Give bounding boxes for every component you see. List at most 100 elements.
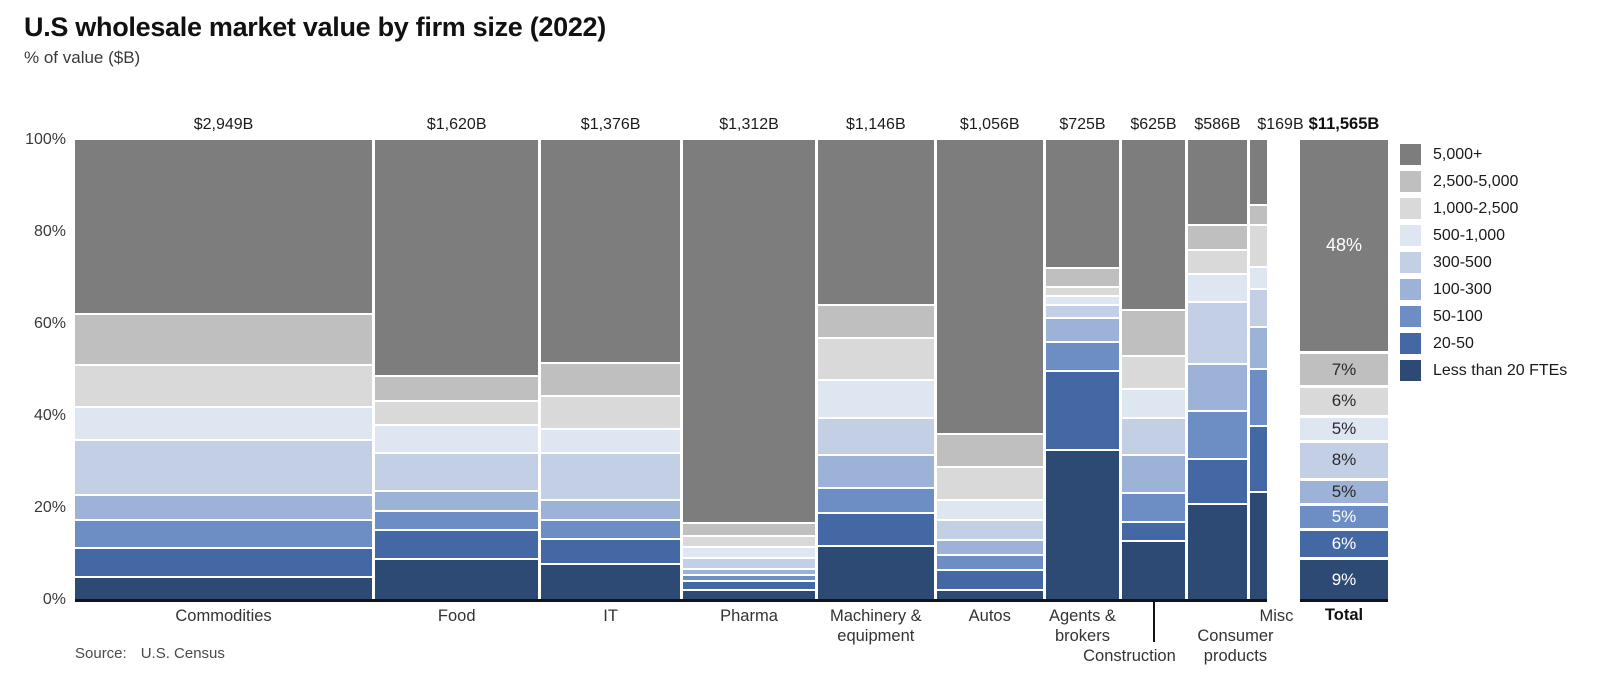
legend-swatch-1-000-2-500 [1400,198,1421,219]
column-misc [1249,140,1268,600]
mekko-plot [75,140,1268,601]
segment-misc-2-500-5-000 [1249,206,1268,225]
legend-item-300-500: 300-500 [1400,252,1567,273]
segment-agents-brokers-300-500 [1045,305,1119,317]
segment-autos-50-100 [936,556,1043,570]
legend: 5,000+ 2,500-5,000 1,000-2,500 500-1,000 300… [1400,144,1567,381]
segment-autos-300-500 [936,520,1043,539]
category-label-machinery-equipment: Machinery & [829,607,922,625]
segment-construction-1-000-2-500 [1121,357,1185,389]
segment-consumer-products-500-1-000 [1187,274,1247,302]
segment-consumer-products-20-50 [1187,460,1247,503]
segment-misc-1-000-2-500 [1249,226,1268,267]
value-label-it: $1,376B [580,116,641,133]
segment-agents-brokers-100-300 [1045,318,1119,341]
x-axis-line [75,599,1267,602]
category-label-construction: Construction [1083,647,1176,665]
legend-label-50-100: 50-100 [1433,307,1483,325]
chart-subtitle: % of value ($B) [24,48,141,67]
segment-machinery-equipment-1-000-2-500 [818,339,934,380]
segment-pharma-500-1-000 [682,547,816,557]
legend-item-50-100: 50-100 [1400,306,1567,327]
legend-label-300-500: 300-500 [1433,253,1492,271]
legend-item-5-000: 5,000+ [1400,144,1567,165]
legend-swatch-500-1-000 [1400,225,1421,246]
column-consumer-products [1187,140,1247,601]
category-label-food: Food [437,607,476,625]
segment-construction-2-500-5-000 [1121,310,1185,356]
value-label-construction: $625B [1130,116,1177,133]
segment-commodities-1-000-2-500 [75,366,373,406]
segment-food-50-100 [375,511,539,530]
segment-autos-5-000 [936,140,1043,434]
legend-item-500-1-000: 500-1,000 [1400,225,1567,246]
segment-it-100-300 [541,500,680,519]
y-tick-60: 60% [33,315,66,332]
segment-agents-brokers-500-1-000 [1045,296,1119,304]
column-construction [1121,140,1185,600]
legend-label-2-500-5-000: 2,500-5,000 [1433,172,1519,190]
segment-it-20-50 [541,540,680,563]
segment-pct-label: 6% [1331,534,1357,554]
segment-it-300-500 [541,454,680,499]
page-title: U.S wholesale market value by firm size … [24,12,606,42]
legend-item-2-500-5-000: 2,500-5,000 [1400,171,1567,192]
category-label-agents-brokers: brokers [1054,627,1110,645]
segment-food-less-than-20-ftes [375,560,539,600]
segment-total-100-300: 5% [1300,480,1388,503]
segment-misc-500-1-000 [1249,268,1268,289]
source-value: U.S. Census [140,645,225,662]
segment-agents-brokers-less-than-20-ftes [1045,451,1119,600]
segment-commodities-300-500 [75,441,373,495]
segment-misc-20-50 [1249,427,1268,492]
column-machinery-equipment [818,140,934,600]
segment-autos-500-1-000 [936,501,1043,519]
value-label-food: $1,620B [426,116,487,133]
value-label-machinery-equipment: $1,146B [846,116,906,133]
segment-machinery-equipment-100-300 [818,456,934,488]
legend-label-1-000-2-500: 1,000-2,500 [1433,199,1519,217]
segment-total-1-000-2-500: 6% [1300,388,1388,415]
segment-it-2-500-5-000 [541,364,680,396]
segment-machinery-equipment-300-500 [818,418,934,455]
segment-construction-5-000 [1121,140,1185,309]
legend-label-20-50: 20-50 [1433,334,1474,352]
segment-commodities-5-000 [75,140,373,314]
legend-item-1-000-2-500: 1,000-2,500 [1400,198,1567,219]
legend-item-less-than-20-ftes: Less than 20 FTEs [1400,360,1567,381]
value-label-autos: $1,056B [959,116,1020,133]
segment-food-5-000 [375,140,539,376]
segment-agents-brokers-50-100 [1045,342,1119,370]
segment-total-50-100: 5% [1300,505,1388,528]
segment-pharma-20-50 [682,582,816,590]
segment-pharma-less-than-20-ftes [682,591,816,600]
category-label-pharma: Pharma [720,607,778,625]
value-labels: $2,949B $1,620B $1,376B $1,312B $1,146B $1,05… [75,108,1304,134]
column-autos [936,140,1043,600]
value-label-agents-brokers: $725B [1059,116,1106,133]
legend-label-5-000: 5,000+ [1433,145,1483,163]
value-label-consumer-products: $586B [1194,116,1241,133]
segment-total-less-than-20-ftes: 9% [1300,560,1388,600]
segment-pct-label: 8% [1331,450,1357,470]
segment-construction-50-100 [1121,493,1185,521]
value-label-total: $11,565B [1308,115,1380,133]
column-total: 48% 7% 6% 5% 8% 5% 5% 6% 9% [1300,140,1388,600]
segment-pct-label: 5% [1331,506,1357,526]
legend-swatch-300-500 [1400,252,1421,273]
legend-swatch-100-300 [1400,279,1421,300]
segment-pharma-1-000-2-500 [682,536,816,546]
segment-pct-label: 7% [1331,359,1357,379]
segment-construction-100-300 [1121,456,1185,492]
segment-autos-1-000-2-500 [936,468,1043,500]
y-tick-80: 80% [33,223,66,240]
segment-food-500-1-000 [375,425,539,453]
segment-food-100-300 [375,491,539,510]
segment-pharma-300-500 [682,558,816,568]
segment-construction-300-500 [1121,418,1185,455]
segment-autos-20-50 [936,571,1043,590]
category-label-autos: Autos [968,607,1011,625]
y-tick-100: 100% [25,131,66,148]
column-commodities [75,140,373,600]
